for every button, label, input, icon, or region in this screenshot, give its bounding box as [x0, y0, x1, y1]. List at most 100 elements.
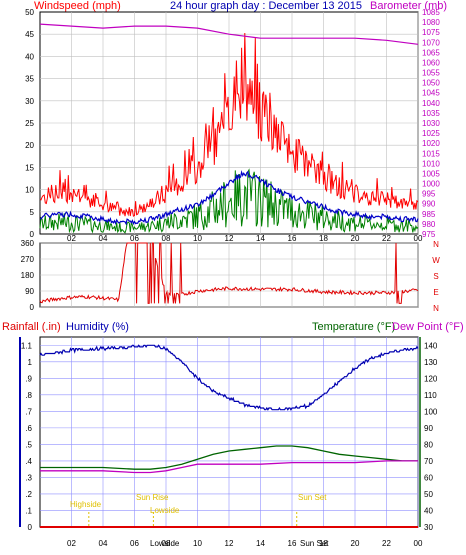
bottom-x-tick: 18: [319, 539, 328, 548]
wind-x-axis: 02 04 06 08 10 12 14 16 18 20 22 00: [67, 234, 423, 243]
barometer-y-tick: 980: [422, 220, 436, 229]
event-sunset: Sun Set: [298, 493, 327, 502]
rainfall-axis-label: Rainfall (.in): [2, 321, 61, 333]
temperature-y-tick: 30: [424, 523, 433, 532]
barometer-y-tick: 1055: [422, 69, 440, 78]
wind-direction-line: [39, 242, 419, 304]
bottom-x-tick: 06: [130, 539, 139, 548]
bottom-x-tick: 14: [256, 539, 265, 548]
event-sunrise: Sun Rise: [136, 493, 169, 502]
temperature-axis-label: Temperature (°F): [312, 321, 395, 333]
barometer-y-tick: 1020: [422, 139, 440, 148]
wind-y-tick: 35: [25, 75, 34, 84]
rainfall-y-tick: .5: [25, 440, 32, 449]
event-sunset-axis: Sun Set: [300, 539, 329, 548]
temperature-y-tick: 40: [424, 506, 433, 515]
windspeed-low-line: [39, 168, 419, 234]
bottom-panel-grid: [19, 337, 421, 528]
compass-label: N: [433, 304, 439, 313]
wind-y-tick: 30: [25, 97, 34, 106]
bottom-x-tick: 00: [414, 539, 423, 548]
direction-series: [39, 242, 419, 304]
wind-x-tick: 12: [225, 234, 234, 243]
wind-y-tick: 0: [30, 230, 35, 239]
direction-panel-grid: [40, 242, 419, 308]
barometer-y-tick: 1005: [422, 169, 440, 178]
wind-y-axis: 0 5 10 15 20 25 30 35 40 45 50: [25, 8, 34, 239]
wind-y-tick: 40: [25, 52, 34, 61]
humidity-line: [39, 344, 419, 411]
wind-panel-grid: [40, 12, 419, 234]
compass-label: E: [433, 288, 438, 297]
barometer-y-tick: 1080: [422, 18, 440, 27]
wind-y-tick: 50: [25, 8, 34, 17]
barometer-y-tick: 1025: [422, 129, 440, 138]
dewpoint-axis-label: Dew Point (°F): [392, 321, 464, 333]
barometer-y-tick: 990: [422, 200, 436, 209]
barometer-y-tick: 1035: [422, 109, 440, 118]
barometer-y-tick: 1060: [422, 58, 440, 67]
wind-x-tick: 02: [67, 234, 76, 243]
compass-label: W: [432, 256, 440, 265]
rainfall-y-tick: 1.1: [21, 341, 33, 350]
wind-series: [39, 23, 419, 234]
wind-x-tick: 20: [351, 234, 360, 243]
rainfall-y-tick: .4: [25, 457, 32, 466]
barometer-y-tick: 1040: [422, 99, 440, 108]
wind-y-tick: 15: [25, 163, 34, 172]
compass-label: N: [433, 240, 439, 249]
rainfall-y-tick: .3: [25, 473, 32, 482]
temperature-y-tick: 110: [424, 391, 437, 400]
barometer-y-tick: 1085: [422, 8, 440, 17]
temperature-y-tick: 60: [424, 473, 433, 482]
event-lowside: Lowside: [150, 506, 180, 515]
wind-x-tick: 22: [382, 234, 391, 243]
wind-x-tick: 00: [414, 234, 423, 243]
temperature-y-tick: 100: [424, 407, 438, 416]
temperature-y-tick: 70: [424, 457, 433, 466]
bottom-x-axis: 02 04 06 08 10 12 14 16 18 20 22 00: [67, 539, 423, 548]
direction-y-tick: 0: [30, 303, 35, 312]
temperature-y-tick: 120: [424, 374, 438, 383]
temperature-y-tick: 80: [424, 440, 433, 449]
barometer-y-tick: 1010: [422, 159, 440, 168]
wind-y-tick: 45: [25, 30, 34, 39]
wind-x-tick: 04: [99, 234, 108, 243]
bottom-series: [39, 344, 419, 528]
barometer-y-tick: 1030: [422, 119, 440, 128]
event-highside: Highside: [70, 500, 102, 509]
barometer-y-tick: 985: [422, 210, 436, 219]
bottom-x-tick: 08: [162, 539, 171, 548]
temperature-y-axis: 30 40 50 60 70 80 90 100 110 120 130 140: [424, 341, 438, 532]
direction-y-tick: 180: [21, 271, 35, 280]
wind-x-tick: 10: [193, 234, 202, 243]
wind-x-tick: 14: [256, 234, 265, 243]
rainfall-y-axis: 0 .1 .2 .3 .4 .5 .6 .7 .8 .9 1 1.1: [21, 341, 33, 532]
windspeed-average-line: [39, 169, 419, 226]
temperature-line: [40, 445, 418, 470]
bottom-x-tick: 20: [351, 539, 360, 548]
barometer-y-tick: 1070: [422, 38, 440, 47]
bottom-x-tick: 10: [193, 539, 202, 548]
chart-title: 24 hour graph day : December 13 2015: [170, 0, 362, 12]
rainfall-y-tick: .6: [25, 424, 32, 433]
temperature-y-tick: 50: [424, 490, 433, 499]
rainfall-y-tick: .7: [25, 407, 32, 416]
rainfall-y-tick: .9: [25, 374, 32, 383]
barometer-y-tick: 1000: [422, 180, 440, 189]
barometer-axis-label: Barometer (mb): [370, 0, 447, 12]
windspeed-gust-line: [39, 32, 419, 217]
rainfall-y-tick: 0: [28, 523, 33, 532]
barometer-y-tick: 1075: [422, 28, 440, 37]
wind-y-tick: 5: [30, 208, 35, 217]
temperature-y-tick: 140: [424, 341, 438, 350]
barometer-y-tick: 1050: [422, 79, 440, 88]
bottom-x-tick: 22: [382, 539, 391, 548]
rainfall-y-tick: 1: [28, 358, 33, 367]
direction-y-tick: 360: [21, 239, 35, 248]
bottom-x-tick: 04: [99, 539, 108, 548]
windspeed-axis-label: Windspeed (mph): [34, 0, 121, 12]
temperature-y-tick: 130: [424, 358, 438, 367]
